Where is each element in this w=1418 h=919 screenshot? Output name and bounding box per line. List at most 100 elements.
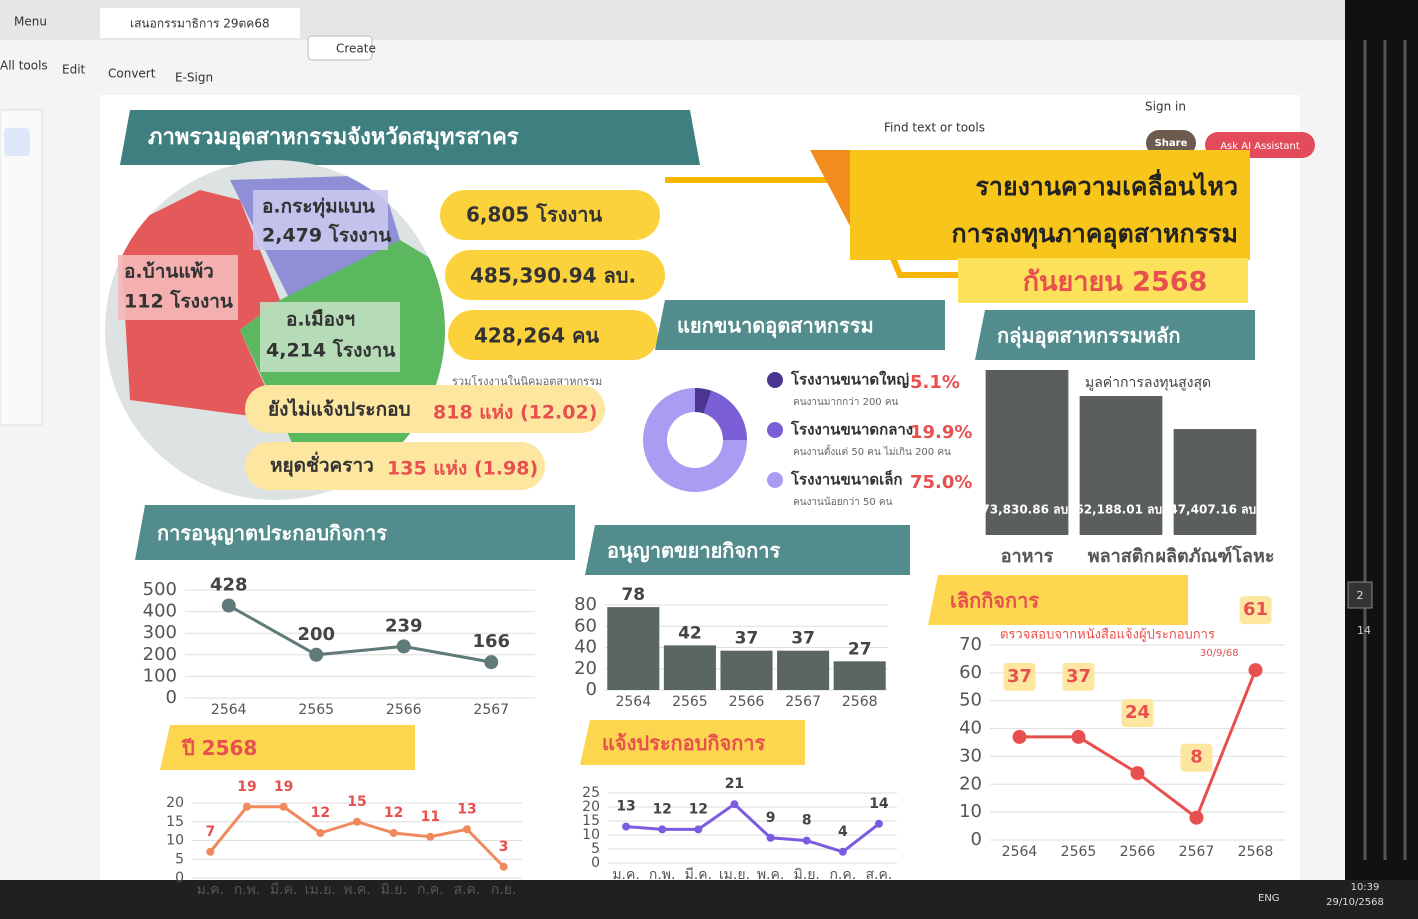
page-count: 14 <box>1357 624 1371 637</box>
status-value: 135 แห่ง (1.98) <box>387 458 538 480</box>
data-label: 8 <box>802 813 812 829</box>
x-tick-label: ก.พ. <box>234 882 261 898</box>
pie-slice <box>643 388 747 492</box>
label-box <box>260 302 400 372</box>
point <box>243 802 251 811</box>
data-label: 21 <box>725 776 744 792</box>
point <box>309 647 324 662</box>
menu[interactable]: Menu <box>14 15 47 29</box>
y-tick-label: 80 <box>574 594 597 615</box>
data-label: 19 <box>274 779 293 795</box>
data-label: 12 <box>689 801 708 817</box>
tool[interactable]: E-Sign <box>175 71 213 85</box>
y-tick-label: 10 <box>582 827 600 843</box>
data-label: 37 <box>1066 666 1091 687</box>
chart-title: อนุญาตขยายกิจการ <box>607 539 780 564</box>
point <box>1071 729 1086 744</box>
y-tick-label: 20 <box>166 795 184 811</box>
total-pill <box>445 250 665 300</box>
y-tick-label: 0 <box>175 870 184 886</box>
sign-in[interactable]: Sign in <box>1145 100 1186 114</box>
chart-title: แจ้งประกอบกิจการ <box>602 731 766 755</box>
page-box[interactable] <box>1347 581 1373 609</box>
y-tick-label: 20 <box>959 773 982 794</box>
x-tick-label: ก.ค. <box>417 882 444 898</box>
bar <box>777 650 830 690</box>
y-tick-label: 400 <box>143 601 177 622</box>
select-tool[interactable] <box>4 128 30 156</box>
point <box>1248 663 1263 678</box>
district-name: อ.บ้านแพ้ว <box>124 261 214 283</box>
share-button[interactable] <box>1146 130 1196 156</box>
x-tick-label: 2565 <box>1061 844 1097 860</box>
label-box <box>1239 596 1272 625</box>
tab[interactable] <box>100 8 300 38</box>
chart-annotation: ตรวจสอบจากหนังสือแจ้งผู้ประกอบการ <box>1000 627 1215 643</box>
data-label: 78 <box>621 585 645 605</box>
x-tick-label: 2566 <box>729 694 765 710</box>
total: 6,805 โรงงาน <box>466 203 602 227</box>
x-tick-label: มิ.ย. <box>794 867 820 883</box>
x-tick-label: ส.ค. <box>454 882 481 898</box>
data-label: 15 <box>347 794 366 810</box>
x-tick-label: เม.ย. <box>305 882 336 898</box>
label-box <box>1180 743 1213 772</box>
data-label: 7 <box>205 824 215 840</box>
district-name: อ.กระทุ่มแบน <box>262 196 375 219</box>
x-tick-label: 2564 <box>615 694 651 710</box>
total-pill <box>440 190 660 240</box>
data-label: 13 <box>616 799 635 815</box>
y-tick-label: 0 <box>591 855 600 871</box>
point <box>279 802 288 811</box>
tool[interactable]: Convert <box>108 67 156 81</box>
chart-title: แยกขนาดอุตสาหกรรม <box>677 314 874 339</box>
data-label: 12 <box>384 805 403 821</box>
point <box>1130 766 1145 781</box>
y-tick-label: 20 <box>582 799 600 815</box>
chart-note: 30/9/68 <box>1200 648 1239 659</box>
chart-banner <box>160 725 415 770</box>
clock: 10:39 <box>1351 882 1380 893</box>
data-label: 42 <box>678 623 702 643</box>
legend-swatch <box>767 422 783 438</box>
point <box>838 847 847 856</box>
y-tick-label: 60 <box>574 615 597 636</box>
x-tick-label: ม.ค. <box>612 867 640 883</box>
y-tick-label: 0 <box>971 829 982 850</box>
y-tick-label: 100 <box>143 665 177 686</box>
chart-banner <box>928 575 1188 625</box>
x-tick-label: 2564 <box>1002 844 1038 860</box>
x-tick-label: ม.ค. <box>197 882 225 898</box>
tool[interactable]: All tools <box>0 59 48 73</box>
data-label: 37 <box>791 629 815 649</box>
data-label: 27 <box>848 639 872 659</box>
ai-label: Ask AI Assistant <box>1220 141 1300 152</box>
chart-banner <box>135 505 575 560</box>
x-tick-label: มี.ค. <box>270 882 298 898</box>
date: 29/10/2568 <box>1326 897 1384 908</box>
y-tick-label: 500 <box>143 579 177 600</box>
data-label: 24 <box>1125 702 1150 723</box>
data-label: 12 <box>311 805 330 821</box>
point <box>316 829 325 837</box>
label-box <box>1003 662 1036 691</box>
x-tick-label: 2566 <box>386 702 422 718</box>
tab-title: เสนอกรรมาธิการ 29ตค68 <box>130 17 270 31</box>
find[interactable]: Find text or tools <box>884 121 985 135</box>
data-label: 19 <box>237 779 256 795</box>
bar <box>833 661 886 690</box>
legend-label: โรงงานขนาดเล็ก <box>790 470 903 489</box>
create-label: Create <box>336 42 376 56</box>
data-label: 47,407.16 ลบ. <box>1169 503 1260 517</box>
bar <box>1173 429 1257 535</box>
x-tick-label: อาหาร <box>1001 546 1054 567</box>
point <box>874 819 883 828</box>
month-banner <box>958 258 1248 303</box>
create-button[interactable] <box>307 35 373 61</box>
data-label: 62,188.01 ลบ. <box>1075 503 1166 517</box>
tool[interactable]: Edit <box>62 63 86 77</box>
status-label: ยังไม่แจ้งประกอบ <box>268 398 411 421</box>
estate-note: รวมโรงงานในนิคมอุตสาหกรรม <box>452 374 602 388</box>
data-label: 13 <box>457 801 476 817</box>
